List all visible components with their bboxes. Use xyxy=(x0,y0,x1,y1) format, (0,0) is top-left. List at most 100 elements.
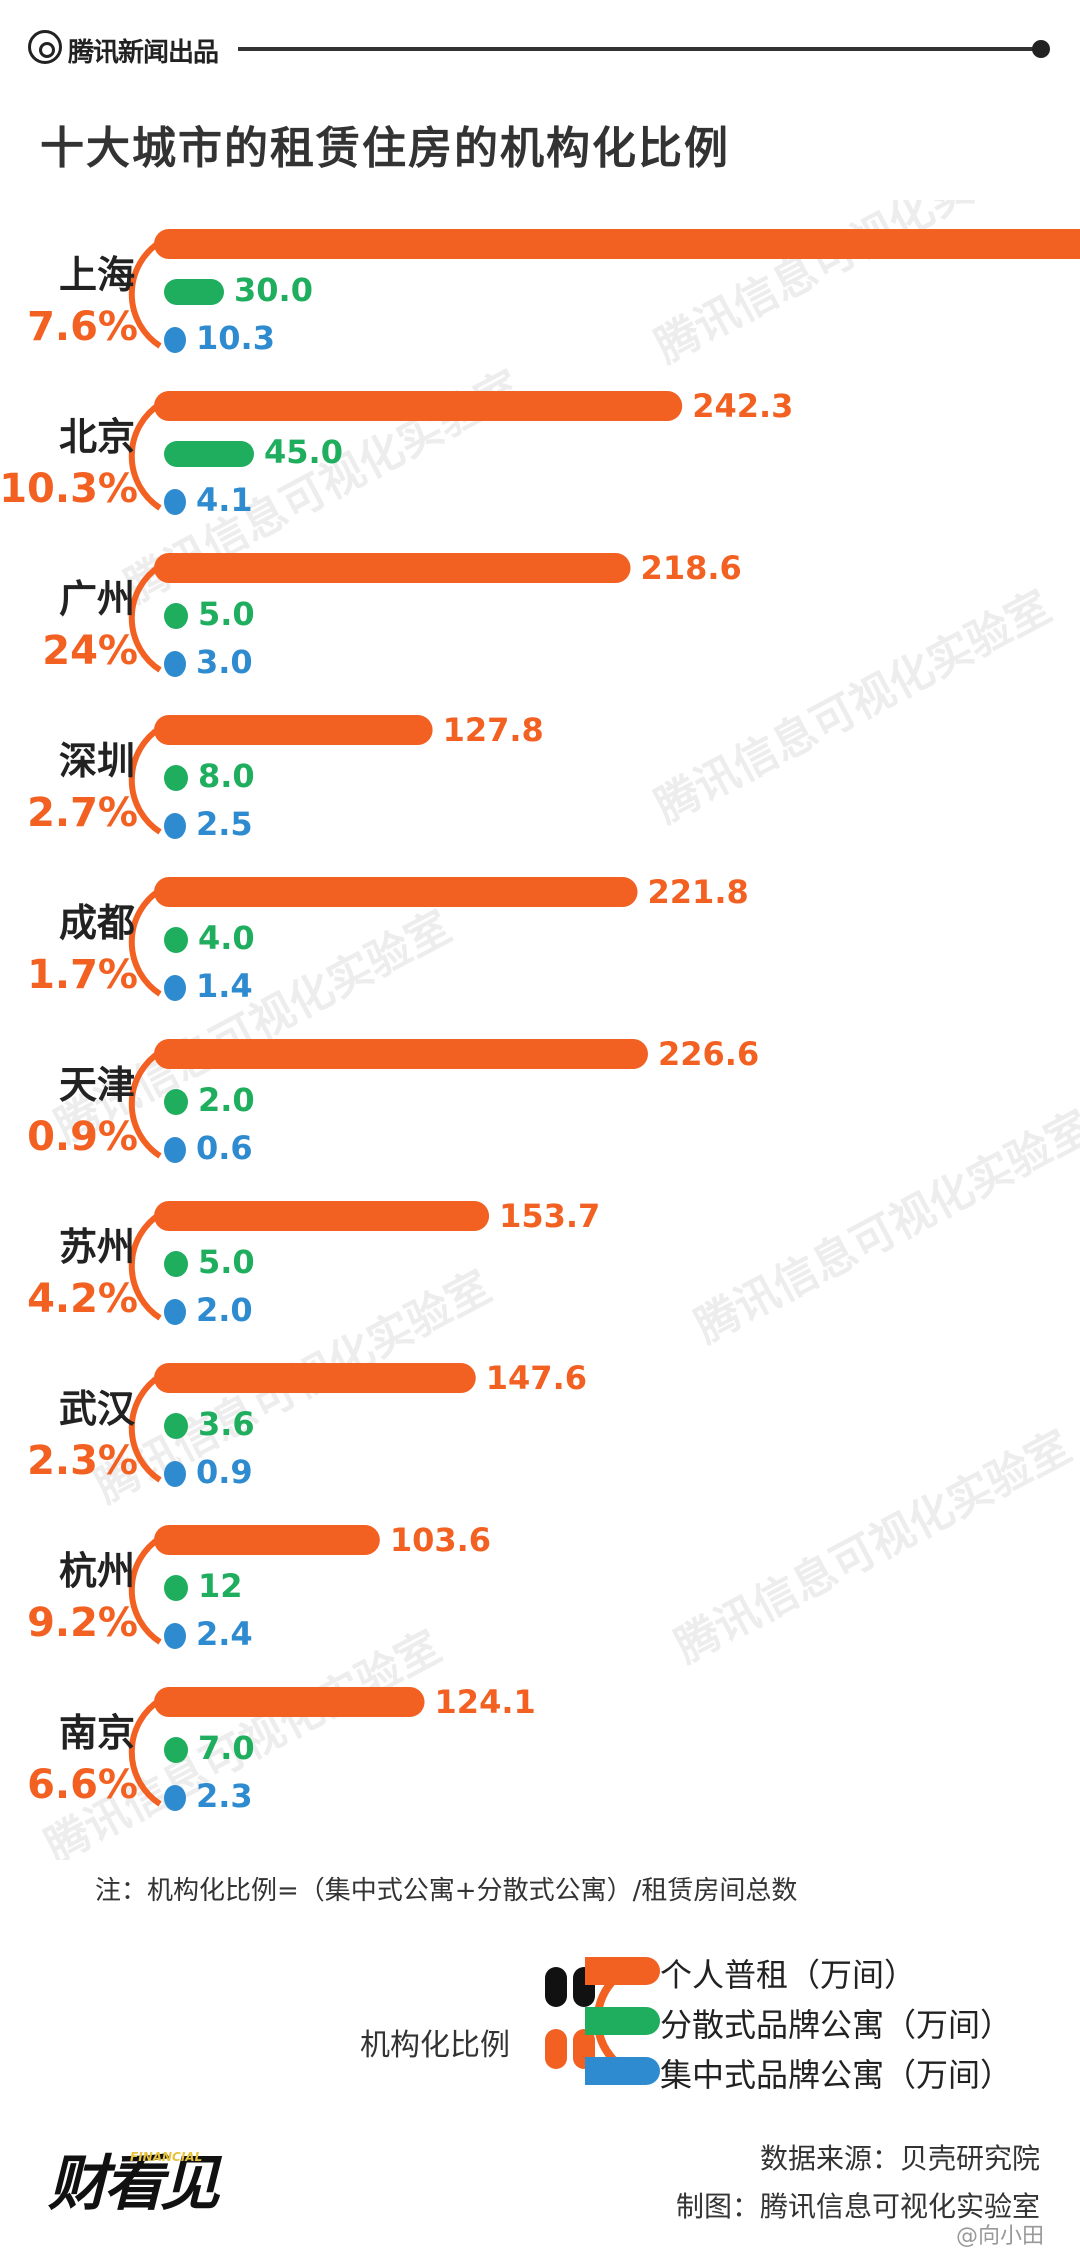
city-ratio: 24% xyxy=(42,628,138,674)
city-ratio: 2.7% xyxy=(27,790,138,836)
bar-value-label: 3.6 xyxy=(198,1405,255,1443)
legend-ratio-label: 机构化比例 xyxy=(360,2028,510,2063)
city-ratio: 10.3% xyxy=(0,466,138,512)
bar-value-label: 226.6 xyxy=(658,1035,759,1073)
bar-value-label: 1.4 xyxy=(196,967,253,1005)
bar-value-label: 2.5 xyxy=(196,805,253,843)
chart-credit: 制图：腾讯信息可视化实验室 xyxy=(675,2190,1040,2223)
watermark-text: 腾讯信息可视化实验室 xyxy=(667,1421,1079,1673)
bar-value-label: 45.0 xyxy=(264,433,343,471)
city-row: 成都 1.7% 221.8 4.0 1.4 xyxy=(27,873,749,1005)
bar-value-label: 124.1 xyxy=(435,1683,536,1721)
bar-chart: 腾讯信息可视化实验室腾讯信息可视化实验室腾讯信息可视化实验室腾讯信息可视化实验室… xyxy=(0,200,1080,1860)
city-name: 苏州 xyxy=(59,1225,135,1269)
bar-value-label: 10.3 xyxy=(196,319,275,357)
legend-swatch-centralized xyxy=(585,2057,660,2085)
city-row: 上海7.6%448.730.010.3 xyxy=(27,229,1080,357)
bar-value-label: 2.3 xyxy=(196,1777,253,1815)
bar-scattered-apartment xyxy=(164,279,224,305)
city-name: 天津 xyxy=(59,1063,135,1107)
city-arc xyxy=(128,401,162,511)
city-name: 杭州 xyxy=(59,1549,135,1593)
city-name: 北京 xyxy=(59,415,135,459)
bar-personal-rent xyxy=(154,877,638,907)
bar-value-label: 4.0 xyxy=(198,919,255,957)
legend-item-scattered: 分散式品牌公寓（万间） xyxy=(660,2006,1013,2044)
city-name: 深圳 xyxy=(59,739,135,783)
bar-value-label: 3.0 xyxy=(196,643,253,681)
city-ratio: 6.6% xyxy=(27,1762,138,1808)
city-arc xyxy=(128,725,162,835)
legend-item-personal: 个人普租（万间） xyxy=(660,1956,917,1994)
watermark-text: 腾讯信息可视化实验室 xyxy=(647,200,1059,373)
city-ratio: 4.2% xyxy=(27,1276,138,1322)
bar-value-label: 242.3 xyxy=(692,387,793,425)
data-source: 数据来源：贝壳研究院 xyxy=(759,2142,1040,2175)
city-arc xyxy=(128,1211,162,1321)
city-ratio: 7.6% xyxy=(27,304,138,350)
city-arc xyxy=(128,887,162,997)
bar-centralized-apartment xyxy=(164,1299,186,1325)
bar-scattered-apartment xyxy=(164,603,188,629)
bar-centralized-apartment xyxy=(164,1623,186,1649)
bar-centralized-apartment xyxy=(164,1785,186,1811)
bar-value-label: 8.0 xyxy=(198,757,255,795)
city-row: 天津 0.9% 226.6 2.0 0.6 xyxy=(27,1035,759,1167)
city-row: 广州 24% 218.6 5.0 3.0 xyxy=(42,549,742,681)
bar-centralized-apartment xyxy=(164,327,186,353)
legend-item-centralized: 集中式品牌公寓（万间） xyxy=(660,2056,1013,2094)
legend: 机构化比例 个人普租（万间） 分散式品牌公寓（万间） 集中式品牌公寓（万间） xyxy=(360,1945,1060,2095)
city-row: 杭州 9.2% 103.6 12 2.4 xyxy=(27,1521,491,1653)
city-row: 深圳 2.7% 127.8 8.0 2.5 xyxy=(27,711,544,843)
city-row: 南京 6.6% 124.1 7.0 2.3 xyxy=(27,1683,536,1815)
city-name: 广州 xyxy=(59,577,135,621)
bar-personal-rent xyxy=(154,229,1080,259)
city-row: 北京 10.3% 242.3 45.0 4.1 xyxy=(0,387,793,519)
bar-value-label: 127.8 xyxy=(443,711,544,749)
footer-logo: 财看见 xyxy=(48,2149,220,2219)
legend-swatch-personal xyxy=(585,1957,660,1985)
city-name: 南京 xyxy=(59,1711,135,1755)
bar-personal-rent xyxy=(154,1525,380,1555)
bar-value-label: 5.0 xyxy=(198,595,255,633)
bar-value-label: 2.4 xyxy=(196,1615,253,1653)
bar-centralized-apartment xyxy=(164,975,186,1001)
bar-centralized-apartment xyxy=(164,1137,186,1163)
brand-text: 腾讯新闻出品 xyxy=(68,38,219,68)
city-ratio: 2.3% xyxy=(27,1438,138,1484)
city-arc xyxy=(128,1697,162,1807)
city-arc xyxy=(128,239,162,349)
city-arc xyxy=(128,563,162,673)
bar-value-label: 12 xyxy=(198,1567,243,1605)
bar-value-label: 103.6 xyxy=(390,1521,491,1559)
bar-scattered-apartment xyxy=(164,1575,188,1601)
bar-personal-rent xyxy=(154,1039,648,1069)
weibo-handle: @向小田 xyxy=(955,2224,1044,2249)
bar-scattered-apartment xyxy=(164,441,254,467)
bar-scattered-apartment xyxy=(164,927,188,953)
bar-value-label: 0.9 xyxy=(196,1453,253,1491)
bar-value-label: 2.0 xyxy=(198,1081,255,1119)
city-ratio: 9.2% xyxy=(27,1600,138,1646)
bar-personal-rent xyxy=(154,1687,425,1717)
bar-centralized-apartment xyxy=(164,1461,186,1487)
bar-value-label: 4.1 xyxy=(196,481,253,519)
bar-value-label: 153.7 xyxy=(499,1197,600,1235)
footer-logo-tag: FINANCIAL xyxy=(130,2150,203,2164)
brand-bar: 腾讯新闻出品 xyxy=(28,22,1052,70)
city-row: 苏州 4.2% 153.7 5.0 2.0 xyxy=(27,1197,600,1329)
bar-scattered-apartment xyxy=(164,1089,188,1115)
bar-personal-rent xyxy=(154,715,433,745)
bar-centralized-apartment xyxy=(164,489,186,515)
watermark-text: 腾讯信息可视化实验室 xyxy=(647,581,1059,833)
bar-centralized-apartment xyxy=(164,651,186,677)
bar-value-label: 5.0 xyxy=(198,1243,255,1281)
city-row: 武汉 2.3% 147.6 3.6 0.9 xyxy=(27,1359,587,1491)
chart-rows: 上海7.6%448.730.010.3 北京 10.3% 242.3 45.0 4.1 广州… xyxy=(0,229,1080,1815)
city-ratio: 0.9% xyxy=(27,1114,138,1160)
watermark-text: 腾讯信息可视化实验室 xyxy=(687,1101,1080,1353)
bar-scattered-apartment xyxy=(164,765,188,791)
bar-value-label: 218.6 xyxy=(641,549,742,587)
bar-scattered-apartment xyxy=(164,1737,188,1763)
brand-dot-icon xyxy=(1032,40,1050,58)
